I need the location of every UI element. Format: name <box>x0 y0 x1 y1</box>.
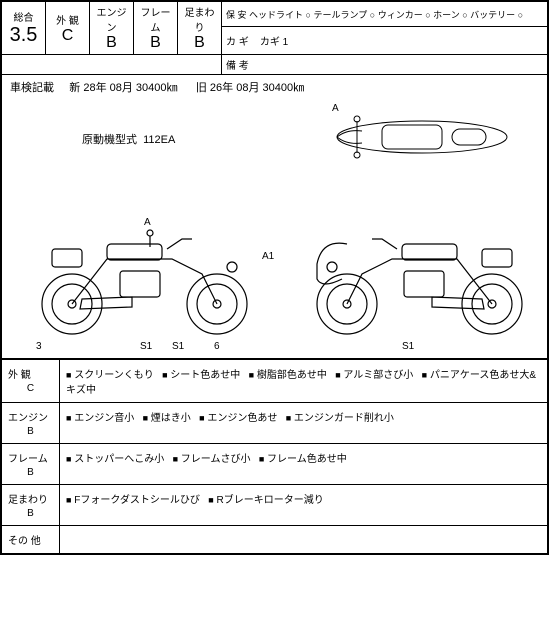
label-engine: エンジン <box>94 4 129 34</box>
col-engine: エンジン B <box>90 2 134 55</box>
sec-oth-label: その 他 <box>8 536 41 547</box>
sec-frm-items: ■ ストッパーへこみ小 ■ フレームさび小 ■ フレーム色あせ中 <box>60 444 548 485</box>
col-frame: フレーム B <box>134 2 178 55</box>
safety-item-0: ヘッドライト ○ <box>249 10 311 20</box>
safety-item-2: ウィンカー ○ <box>378 10 431 20</box>
marker-left-s1a: S1 <box>140 341 152 352</box>
sec-ext-items: ■ スクリーンくもり ■ シート色あせ中 ■ 樹脂部色あせ中 ■ アルミ部さび小… <box>60 360 548 403</box>
safety-item-3: ホーン ○ <box>433 10 468 20</box>
sec-eng-items: ■ エンジン音小 ■ 煙はき小 ■ エンジン色あせ ■ エンジンガード削れ小 <box>60 403 548 444</box>
row-suspension: 足まわり B ■ Fフォークダストシールひび ■ Rブレーキローター減り <box>2 485 548 526</box>
sec-frm-grade: B <box>8 467 53 478</box>
sec-ext-grade: C <box>8 383 53 394</box>
inspection-sheet: 総合 3.5 外 観 C エンジン B フレーム B 足まわり B 保 安 ヘッ… <box>0 0 549 555</box>
marker-top-a: A <box>332 103 339 114</box>
insp-label: 車検記載 <box>10 82 54 94</box>
sec-sus-label: 足まわり <box>8 495 48 506</box>
label-overall: 総合 <box>6 9 41 24</box>
col-overall: 総合 3.5 <box>2 2 46 55</box>
safety-item-4: バッテリー ○ <box>470 10 523 20</box>
safety-label: 保 安 <box>226 10 247 20</box>
key-row: カ ギ カギ 1 <box>222 27 548 55</box>
grade-frame: B <box>138 34 173 52</box>
engine-type: 原動機型式 112EA <box>82 131 175 147</box>
grade-exterior: C <box>50 27 85 45</box>
key-value: カギ 1 <box>260 37 288 48</box>
sec-oth-items <box>60 526 548 554</box>
marker-left-a1: A1 <box>262 251 274 262</box>
bike-top-icon <box>322 107 522 167</box>
insp-new: 新 28年 08月 30400㎞ <box>69 82 177 94</box>
remarks-row: 備 考 <box>222 55 548 75</box>
safety-row: 保 安 ヘッドライト ○ テールランプ ○ ウィンカー ○ ホーン ○ バッテリ… <box>222 2 548 27</box>
header-table: 総合 3.5 外 観 C エンジン B フレーム B 足まわり B 保 安 ヘッ… <box>1 1 548 75</box>
grade-overall: 3.5 <box>6 24 41 47</box>
key-label: カ ギ <box>226 37 249 48</box>
sec-eng-grade: B <box>8 426 53 437</box>
sec-sus-items: ■ Fフォークダストシールひび ■ Rブレーキローター減り <box>60 485 548 526</box>
col-exterior: 外 観 C <box>46 2 90 55</box>
marker-left-3: 3 <box>36 341 42 352</box>
insp-old: 旧 26年 08月 30400㎞ <box>196 82 304 94</box>
marker-left-6: 6 <box>214 341 220 352</box>
bike-left-icon <box>22 209 272 339</box>
marker-left-a: A <box>144 217 151 228</box>
remarks-label: 備 考 <box>226 61 249 72</box>
bike-right-icon <box>292 209 542 339</box>
grade-suspension: B <box>182 34 217 52</box>
col-suspension: 足まわり B <box>178 2 222 55</box>
marker-right-s1: S1 <box>402 341 414 352</box>
marker-left-s1b: S1 <box>172 341 184 352</box>
row-engine: エンジン B ■ エンジン音小 ■ 煙はき小 ■ エンジン色あせ ■ エンジンガ… <box>2 403 548 444</box>
label-suspension: 足まわり <box>182 4 217 34</box>
diagram-area: 原動機型式 112EA A <box>1 99 548 359</box>
row-exterior: 外 観 C ■ スクリーンくもり ■ シート色あせ中 ■ 樹脂部色あせ中 ■ ア… <box>2 360 548 403</box>
row-other: その 他 <box>2 526 548 554</box>
inspection-line: 車検記載 新 28年 08月 30400㎞ 旧 26年 08月 30400㎞ <box>1 75 548 99</box>
sections-table: 外 観 C ■ スクリーンくもり ■ シート色あせ中 ■ 樹脂部色あせ中 ■ ア… <box>1 359 548 554</box>
sec-ext-label: 外 観 <box>8 370 31 381</box>
grade-engine: B <box>94 34 129 52</box>
sec-sus-grade: B <box>8 508 53 519</box>
sec-frm-label: フレーム <box>8 454 48 465</box>
label-exterior: 外 観 <box>50 12 85 27</box>
safety-item-1: テールランプ ○ <box>314 10 376 20</box>
sec-eng-label: エンジン <box>8 413 48 424</box>
row-frame: フレーム B ■ ストッパーへこみ小 ■ フレームさび小 ■ フレーム色あせ中 <box>2 444 548 485</box>
label-frame: フレーム <box>138 4 173 34</box>
